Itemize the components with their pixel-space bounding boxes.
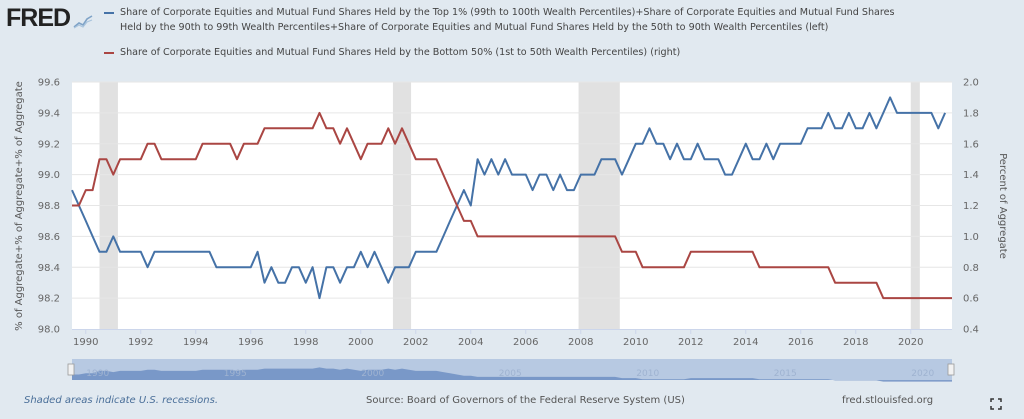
navigator-tick-label: 2000: [361, 369, 384, 379]
x-tick-label: 1992: [128, 337, 153, 348]
y-right-tick-label: 0.4: [963, 325, 979, 336]
y-axis-left-title: % of Aggregate+% of Aggregate+% of Aggre…: [14, 81, 25, 331]
x-tick-label: 1996: [238, 337, 263, 348]
y-right-tick-label: 2.0: [963, 78, 979, 89]
site-link[interactable]: fred.stlouisfed.org: [842, 395, 934, 406]
x-tick-label: 1990: [73, 337, 98, 348]
x-tick-label: 2004: [458, 337, 483, 348]
range-navigator[interactable]: 1990 1995 2000 2005 2010 2015 2020: [67, 359, 955, 382]
chart-line-icon: [73, 14, 93, 29]
navigator-tick-label: 2020: [911, 369, 934, 379]
y-left-tick-label: 98.6: [38, 232, 60, 243]
y-left-tick-label: 99.4: [38, 108, 60, 119]
series-line-left[interactable]: [71, 96, 947, 300]
series-line-right[interactable]: [72, 111, 952, 300]
y-axis-right: 0.4 0.6 0.8 1.0 1.2 1.4 1.6 1.8 2.0: [963, 78, 979, 336]
x-axis: 1990 1992 1994 1996 1998 2000 2002 2004 2006 2008…: [72, 329, 952, 348]
x-tick-label: 2014: [733, 337, 758, 348]
y-left-tick-label: 99.2: [38, 139, 60, 150]
y-right-tick-label: 1.2: [963, 201, 979, 212]
fred-logo[interactable]: FRED: [6, 4, 93, 33]
y-right-tick-label: 1.0: [963, 232, 979, 243]
x-tick-label: 1994: [183, 337, 208, 348]
series-lines: [71, 96, 952, 300]
x-tick-label: 2012: [678, 337, 703, 348]
y-right-tick-label: 1.4: [963, 170, 979, 181]
y-left-tick-label: 98.8: [38, 201, 60, 212]
navigator-tick-label: 2005: [499, 369, 522, 379]
y-axis-left: 98.0 98.2 98.4 98.6 98.8 99.0 99.2 99.4 99.6: [38, 78, 60, 336]
legend-item-left-series[interactable]: Share of Corporate Equities and Mutual F…: [104, 5, 904, 35]
source-text: Source: Board of Governors of the Federa…: [366, 395, 685, 406]
navigator-handle-left[interactable]: [67, 363, 75, 376]
legend-swatch-blue: [104, 12, 114, 14]
y-axis-right-title: Percent of Aggregate: [997, 153, 1008, 259]
fullscreen-icon[interactable]: [990, 398, 1002, 410]
y-right-tick-label: 0.6: [963, 294, 979, 305]
x-tick-label: 2020: [898, 337, 923, 348]
y-right-tick-label: 1.6: [963, 139, 979, 150]
x-tick-label: 2010: [623, 337, 648, 348]
navigator-tick-label: 1990: [86, 369, 109, 379]
y-right-tick-label: 0.8: [963, 263, 979, 274]
x-tick-label: 2008: [568, 337, 593, 348]
navigator-tick-label: 2010: [636, 369, 659, 379]
y-left-tick-label: 98.0: [38, 325, 60, 336]
legend-item-right-series[interactable]: Share of Corporate Equities and Mutual F…: [104, 45, 904, 60]
navigator-tick-label: 2015: [774, 369, 797, 379]
y-left-tick-label: 98.4: [38, 263, 60, 274]
y-left-tick-label: 98.2: [38, 294, 60, 305]
legend-label: Share of Corporate Equities and Mutual F…: [120, 47, 681, 58]
navigator-area: [72, 367, 952, 382]
y-right-tick-label: 1.8: [963, 108, 979, 119]
legend-label: Share of Corporate Equities and Mutual F…: [120, 7, 895, 33]
navigator-tick-label: 1995: [224, 369, 247, 379]
navigator-tick-labels: 1990 1995 2000 2005 2010 2015 2020: [86, 369, 934, 379]
chart-legend: Share of Corporate Equities and Mutual F…: [104, 5, 904, 70]
x-tick-label: 2000: [348, 337, 373, 348]
x-tick-label: 2016: [788, 337, 813, 348]
y-left-tick-label: 99.6: [38, 78, 60, 89]
logo-text: FRED: [6, 4, 71, 32]
navigator-handle-right[interactable]: [947, 363, 955, 376]
x-tick-label: 2006: [513, 337, 538, 348]
recession-note: Shaded areas indicate U.S. recessions.: [24, 395, 219, 406]
x-tick-label: 1998: [293, 337, 318, 348]
legend-swatch-red: [104, 52, 114, 54]
x-tick-label: 2002: [403, 337, 428, 348]
x-tick-label: 2018: [843, 337, 868, 348]
y-left-tick-label: 99.0: [38, 170, 60, 181]
